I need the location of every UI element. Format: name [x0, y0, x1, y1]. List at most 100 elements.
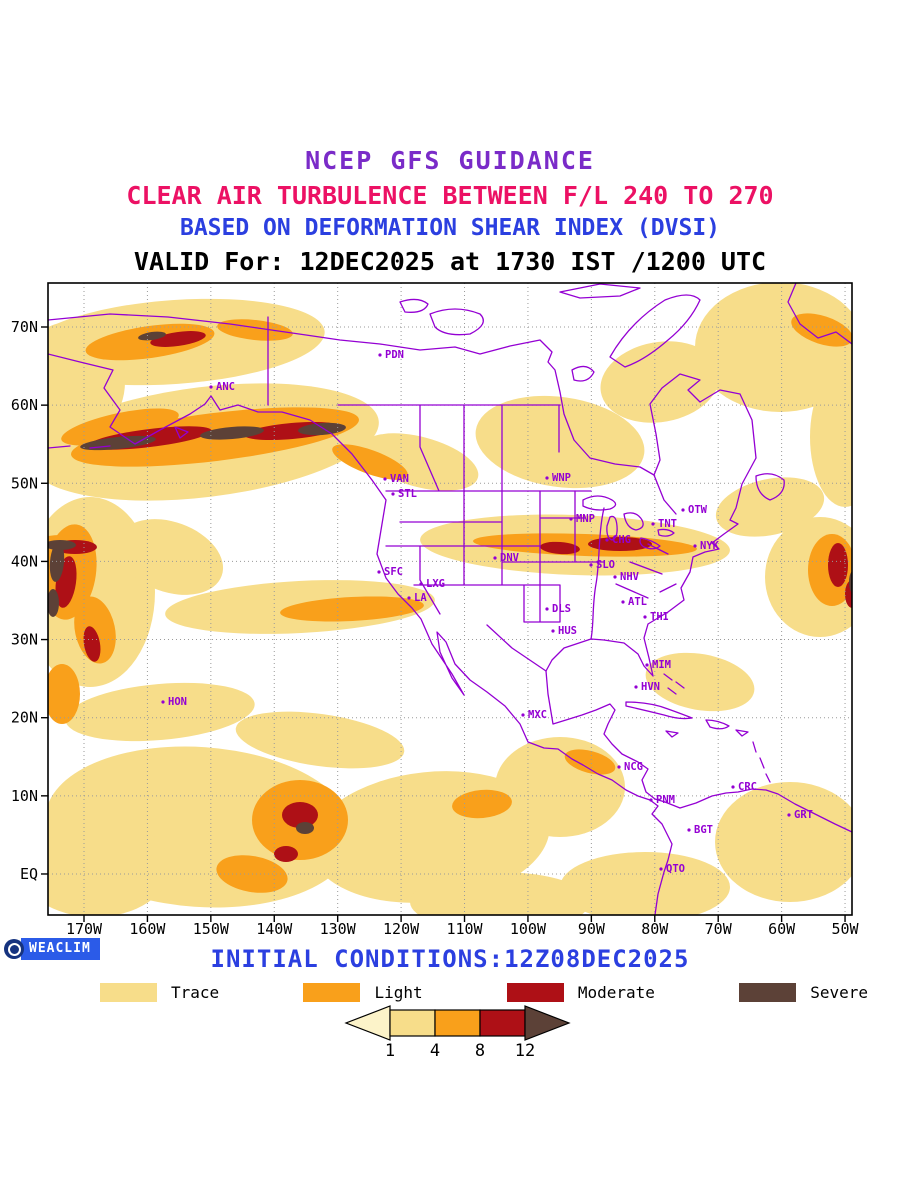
weaclim-logo: WEACLIM	[4, 938, 100, 960]
station-dot	[383, 477, 387, 481]
scale-severe-arrow	[524, 1005, 571, 1041]
legend-swatch	[739, 983, 797, 1002]
x-tick-label: 60W	[768, 920, 796, 938]
station-label: CRC	[738, 781, 757, 793]
x-tick-label: 80W	[641, 920, 669, 938]
x-tick-label: 160W	[129, 920, 166, 938]
y-tick-label: 20N	[11, 709, 38, 727]
longitude-axis-labels: 170W 160W 150W 140W 130W 120W 110W 100W 90W 80W 70…	[66, 920, 860, 938]
station-label: ANC	[216, 381, 235, 393]
station-dot	[605, 538, 609, 542]
station-label: BGT	[694, 824, 713, 836]
station-label: MXC	[528, 709, 547, 721]
station-label: ATL	[628, 596, 647, 608]
station-label: GRT	[794, 809, 813, 821]
x-tick-label: 170W	[66, 920, 103, 938]
legend-label: Trace	[171, 983, 220, 1002]
station-label: NYK	[700, 540, 720, 552]
station-label: TNT	[658, 518, 677, 530]
station-dot	[551, 629, 555, 633]
station-dot	[617, 765, 621, 769]
legend-swatch	[303, 983, 361, 1002]
station-label: MNP	[576, 513, 595, 525]
scale-number: 12	[515, 1041, 535, 1061]
station-label: DNV	[500, 552, 520, 564]
station-dot	[493, 556, 497, 560]
title-model: NCEP GFS GUIDANCE	[305, 146, 595, 175]
x-tick-label: 110W	[446, 920, 483, 938]
station-dot	[377, 570, 381, 574]
y-tick-label: 10N	[11, 787, 38, 805]
station-dot	[643, 615, 647, 619]
legend-label: Severe	[810, 983, 868, 1002]
station-dot	[687, 828, 691, 832]
station-dot	[621, 600, 625, 604]
legend-item: Moderate	[506, 983, 655, 1002]
scale-number: 1	[385, 1041, 395, 1061]
y-tick-label: 60N	[11, 396, 38, 414]
legend-item: Severe	[739, 983, 868, 1002]
turbulence-legend: Trace Light Moderate Severe	[100, 983, 868, 1002]
station-label: DLS	[552, 603, 571, 615]
y-tick-label: EQ	[20, 865, 38, 883]
station-label: HVN	[641, 681, 660, 693]
title-method: BASED ON DEFORMATION SHEAR INDEX (DVSI)	[179, 215, 721, 241]
station-label: MIM	[652, 659, 671, 671]
weaclim-icon	[4, 939, 24, 959]
weaclim-label: WEACLIM	[21, 938, 100, 960]
station-dot	[634, 685, 638, 689]
latitude-axis-labels: 70N 60N 50N 40N 30N 20N 10N EQ	[11, 318, 38, 883]
scale-number: 4	[430, 1041, 440, 1061]
scale-tick-numbers: 1 4 8 12	[385, 1041, 535, 1061]
station-dot	[378, 353, 382, 357]
legend-label: Moderate	[577, 983, 655, 1002]
graticule	[41, 283, 852, 922]
legend-item: Light	[303, 983, 423, 1002]
turbulence-fill-trace	[48, 283, 852, 915]
turbulence-fill-severe	[48, 331, 852, 834]
station-label: SFC	[384, 566, 403, 578]
initial-conditions-text: INITIAL CONDITIONS:12Z08DEC2025	[210, 945, 690, 973]
legend-swatch	[100, 983, 157, 1002]
station-label: HUS	[558, 625, 577, 637]
station-dot	[209, 385, 213, 389]
x-tick-label: 90W	[578, 920, 606, 938]
coastlines-and-borders	[48, 283, 852, 915]
station-label: QTO	[666, 863, 685, 875]
station-dot	[731, 785, 735, 789]
x-tick-label: 150W	[193, 920, 230, 938]
legend-swatch	[506, 983, 564, 1002]
station-dot	[161, 700, 165, 704]
y-tick-label: 70N	[11, 318, 38, 336]
title-product: CLEAR AIR TURBULENCE BETWEEN F/L 240 TO …	[126, 181, 774, 210]
station-label: NHV	[620, 571, 640, 583]
station-dot	[521, 713, 525, 717]
station-label: LA	[414, 592, 427, 604]
title-valid-time: VALID For: 12DEC2025 at 1730 IST /1200 U…	[133, 247, 767, 276]
station-dot	[569, 517, 573, 521]
color-scale-bar: 1 4 8 12	[344, 1005, 571, 1061]
station-dot	[649, 798, 653, 802]
station-label: PNM	[656, 794, 675, 806]
station-label: OTW	[688, 504, 708, 516]
station-label: STL	[398, 488, 417, 500]
station-label: HON	[168, 696, 187, 708]
station-dot	[589, 563, 593, 567]
station-label: LXG	[426, 578, 445, 590]
station-dot	[659, 867, 663, 871]
turbulence-map: ANC PDN VAN STL WNP MNP CHG TNT OTW NYK DNV SLO NHV S…	[11, 282, 860, 938]
station-dot	[407, 596, 411, 600]
station-dot	[787, 813, 791, 817]
station-dot	[545, 476, 549, 480]
station-dot	[651, 522, 655, 526]
scale-light-segment	[434, 1009, 481, 1037]
legend-item: Trace	[100, 983, 219, 1002]
x-tick-label: 70W	[705, 920, 733, 938]
scale-trace-segment	[389, 1009, 436, 1037]
station-label: SLO	[596, 559, 615, 571]
station-label: VAN	[390, 473, 409, 485]
legend-label: Light	[374, 983, 423, 1002]
y-tick-label: 30N	[11, 631, 38, 649]
station-label: NCG	[624, 761, 643, 773]
